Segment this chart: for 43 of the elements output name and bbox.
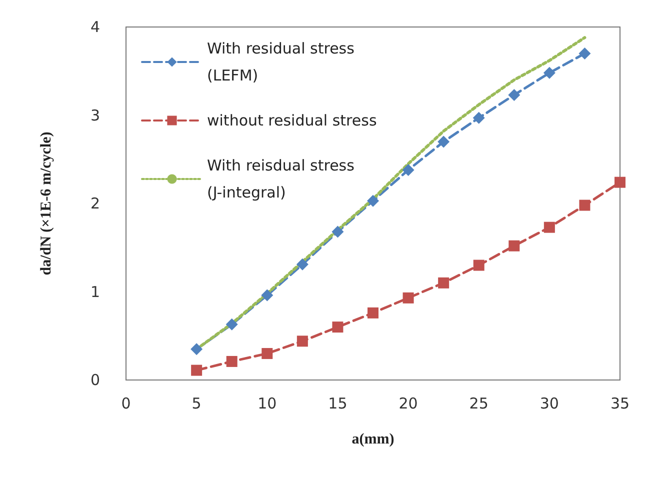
point (578, 47, 591, 60)
y-tick-label: 0 (90, 371, 100, 389)
point (296, 336, 308, 347)
y-tick-label: 2 (90, 194, 100, 212)
point (262, 348, 273, 360)
point (190, 343, 203, 356)
legend-label: With residual stress (LEFM) (207, 40, 360, 84)
x-tick-label: 20 (398, 394, 418, 412)
point (579, 200, 590, 211)
point (472, 112, 485, 124)
y-tick-label: 3 (90, 106, 100, 124)
x-tick-label: 10 (258, 394, 277, 412)
point (544, 222, 555, 233)
x-axis-title: a(mm) (352, 432, 394, 448)
point (543, 66, 556, 79)
point (402, 164, 414, 176)
x-tick-label: 15 (328, 394, 348, 412)
x-tick-label: 25 (469, 394, 488, 412)
legend-label: without residual stress (207, 112, 377, 130)
y-tick-label: 4 (90, 18, 100, 36)
point (473, 260, 484, 271)
point (261, 289, 274, 302)
legend-label: With reisdual stress (J-integral) (207, 156, 360, 202)
y-axis-title: da/dN (×1E-6 m/cycle) (38, 132, 54, 276)
point (438, 136, 450, 148)
point (402, 292, 414, 304)
point (368, 307, 378, 318)
point (296, 258, 308, 270)
x-tick-label: 35 (610, 394, 630, 412)
point (508, 88, 520, 101)
y-tick-label: 1 (90, 282, 100, 301)
point (226, 318, 238, 330)
point (614, 176, 626, 188)
point (367, 194, 379, 207)
x-tick-label: 30 (540, 394, 559, 412)
x-tick-label: 5 (192, 394, 202, 412)
point (508, 240, 520, 252)
x-tick-label: 0 (121, 394, 131, 412)
point (226, 356, 238, 367)
point (438, 277, 450, 288)
point (191, 364, 202, 376)
point (332, 322, 344, 333)
point (332, 226, 344, 238)
